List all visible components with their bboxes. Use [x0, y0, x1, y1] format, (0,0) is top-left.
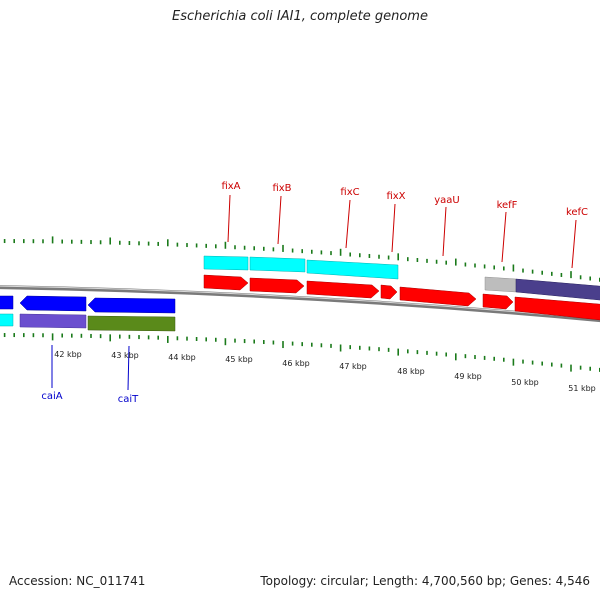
blue-gene-group: [0, 295, 176, 314]
cyan-track-group: [0, 255, 399, 327]
gene-caiA-blue-arrow[interactable]: [19, 295, 87, 312]
label-fixA[interactable]: fixA: [221, 181, 240, 192]
bottom-gene-labels: caiA caiT: [41, 391, 139, 405]
kbp-label: 47 kbp: [339, 362, 367, 371]
gene-caiT-blue-arrow[interactable]: [87, 297, 176, 314]
accession-text: Accession: NC_011741: [9, 574, 146, 588]
cyan-segment-fixA[interactable]: [203, 255, 249, 271]
gene-fixB-arrow[interactable]: [249, 277, 305, 294]
purple-segment-caiA[interactable]: [19, 313, 87, 329]
upper-tick-row: [3, 236, 600, 282]
cyan-segment-fixC[interactable]: [306, 259, 399, 280]
cyan-segment-fixB[interactable]: [249, 256, 306, 273]
lower-tick-row: [3, 333, 600, 372]
genome-summary-text: Topology: circular; Length: 4,700,560 bp…: [260, 574, 590, 588]
top-gene-labels: fixA fixB fixC fixX yaaU kefF kefC: [221, 181, 588, 218]
gene-fixC-arrow[interactable]: [306, 280, 380, 299]
gene-left-blue-arrow[interactable]: [0, 295, 14, 310]
gene-kefC-arrow[interactable]: [514, 296, 600, 321]
label-caiT[interactable]: caiT: [118, 394, 139, 405]
dark-purple-segment-kefC[interactable]: [515, 278, 600, 301]
kbp-label: 43 kbp: [111, 351, 139, 360]
kbp-label: 45 kbp: [225, 355, 253, 364]
kbp-scale-labels: 42 kbp 43 kbp 44 kbp 45 kbp 46 kbp 47 kb…: [54, 350, 596, 393]
red-gene-group: [203, 274, 600, 321]
label-kefC[interactable]: kefC: [566, 207, 588, 218]
gray-segment-kefF[interactable]: [484, 276, 517, 293]
gene-fixA-arrow[interactable]: [203, 274, 249, 291]
label-caiA[interactable]: caiA: [41, 391, 62, 402]
top-label-leaders: [227, 194, 577, 269]
label-kefF[interactable]: kefF: [497, 200, 518, 211]
kbp-label: 51 kbp: [568, 384, 596, 393]
gene-fixX-arrow[interactable]: [380, 284, 398, 300]
label-fixC[interactable]: fixC: [340, 187, 359, 198]
olive-segment-caiT[interactable]: [87, 315, 176, 332]
gene-yaaU-arrow[interactable]: [399, 286, 477, 307]
kbp-label: 49 kbp: [454, 372, 482, 381]
gene-kefF-arrow[interactable]: [482, 293, 514, 310]
genome-title: Escherichia coli IAI1, complete genome: [172, 9, 428, 24]
kbp-label: 44 kbp: [168, 353, 196, 362]
genome-backbone: [0, 285, 600, 323]
genome-backbone-highlight: [0, 285, 600, 320]
kbp-label: 48 kbp: [397, 367, 425, 376]
kbp-label: 50 kbp: [511, 378, 539, 387]
label-yaaU[interactable]: yaaU: [434, 195, 460, 206]
kbp-label: 42 kbp: [54, 350, 82, 359]
cyan-segment-left[interactable]: [0, 313, 14, 327]
label-fixB[interactable]: fixB: [272, 183, 291, 194]
label-fixX[interactable]: fixX: [386, 191, 405, 202]
bottom-label-leaders: [51, 345, 130, 391]
kbp-label: 46 kbp: [282, 359, 310, 368]
